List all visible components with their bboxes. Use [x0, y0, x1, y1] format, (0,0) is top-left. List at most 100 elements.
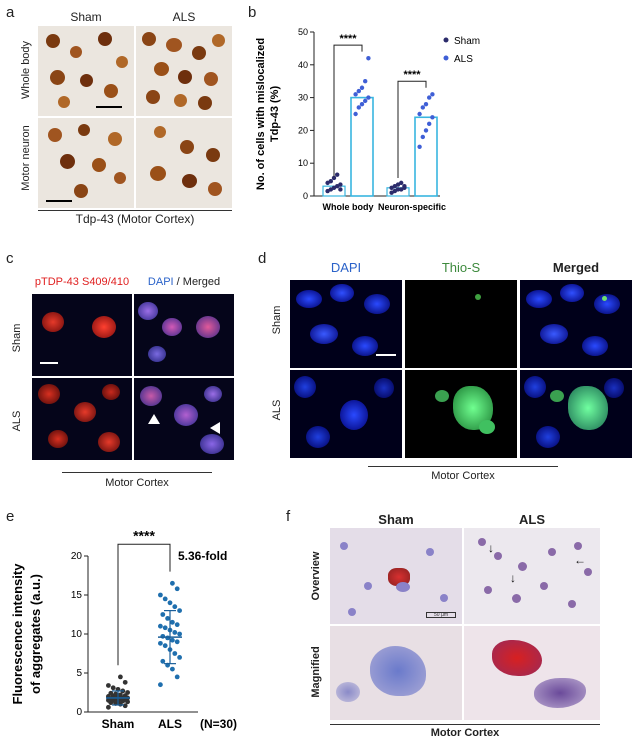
chart-e-point-sham: [118, 674, 123, 680]
chart-b-point-als: [430, 115, 435, 120]
chart-b-point-als: [427, 95, 432, 100]
panel-a-caption: Tdp-43 (Motor Cortex): [75, 212, 195, 226]
panel-d-col-merged: Merged: [552, 260, 600, 275]
chart-b-point-als: [353, 92, 358, 97]
chart-b-point-als: [420, 134, 425, 140]
chart-e-n-label: (N=30): [200, 717, 237, 731]
chart-b-point-sham: [402, 183, 407, 189]
chart-b-point-als: [356, 88, 361, 94]
chart-b-sig-bracket: [397, 80, 427, 178]
chart-b-point-als: [366, 56, 371, 61]
arrow-icon: ↓: [510, 571, 516, 585]
chart-b-point-als: [363, 98, 368, 104]
chart-e-point-als: [170, 619, 175, 625]
chart-b-ytick-label: 40: [298, 60, 308, 70]
chart-b-point-als: [353, 111, 358, 117]
chart-b-point-sham: [338, 182, 343, 187]
chart-b-xtick-label: Neuron-specific: [378, 202, 446, 212]
chart-b-point-sham: [335, 172, 340, 177]
panel-f-col-als: ALS: [519, 512, 545, 527]
chart-b-ytick-label: 50: [298, 27, 308, 37]
panel-c-col-ptdp: pTDP-43 S409/410: [34, 276, 130, 288]
panel-c-image-sham-merged: [134, 294, 234, 376]
arrow-icon: ←: [574, 553, 586, 567]
chart-b-point-als: [423, 101, 429, 107]
chart-e-sig-label: ****: [133, 527, 155, 543]
chart-b-ytick-label: 10: [298, 158, 308, 168]
panel-a-image-sham-whole: [38, 26, 134, 116]
chart-b-point-als: [417, 111, 422, 117]
panel-c-image-als-merged: [134, 378, 234, 460]
panel-d-col-thio: Thio-S: [441, 260, 481, 275]
panel-d-image-als-thio: [405, 370, 517, 458]
panel-c-row-sham: Sham: [11, 323, 23, 353]
chart-e-point-als: [162, 643, 168, 649]
chart-b-point-sham: [331, 175, 337, 181]
panel-a-col-sham: Sham: [70, 10, 102, 24]
chart-b-point-als: [356, 105, 361, 110]
panel-f-caption: Motor Cortex: [430, 727, 500, 739]
chart-e-point-als: [177, 608, 183, 613]
panel-c-caption-line: [62, 472, 212, 473]
chart-b-ylabel-line1: No. of cells with mislocalized: [255, 38, 267, 190]
chart-b-ytick-label: 20: [298, 125, 308, 135]
chart-e-point-als: [174, 622, 180, 628]
chart-b-ytick-label: 30: [298, 93, 308, 103]
chart-e-point-sham: [110, 685, 116, 691]
chart-e-ytick-label: 15: [71, 590, 83, 601]
panel-c-col-dapi: DAPI: [147, 276, 174, 288]
panel-c-image-sham-ptdp: [32, 294, 132, 376]
panel-d-image-sham-dapi: [290, 280, 402, 368]
chart-e-point-als: [174, 639, 180, 645]
chart-e-point-als: [167, 600, 173, 606]
chart-b-point-als: [423, 128, 429, 133]
arrowhead-icon: [148, 414, 160, 424]
chart-e-ytick-label: 0: [76, 707, 82, 718]
chart-b-point-sham: [338, 187, 343, 192]
chart-b-bar-als: [350, 96, 374, 197]
chart-b-ylabel-line2: Tdp-43 (%): [269, 86, 281, 143]
panel-a-image-als-motor: [136, 118, 232, 208]
chart-e-point-sham: [118, 692, 123, 698]
panel-c-row-als: ALS: [11, 410, 23, 432]
chart-e-point-als: [172, 604, 178, 610]
chart-b-point-als: [417, 144, 422, 149]
chart-e-point-als: [170, 580, 175, 586]
chart-b-sig-bracket: [333, 44, 363, 177]
chart-e-point-als: [165, 616, 171, 621]
chart-b-legend-marker-sham: [443, 37, 449, 43]
panel-a-row-whole: Whole body: [20, 40, 32, 100]
panel-a-col-als: ALS: [172, 10, 196, 24]
panel-f-label: f: [286, 508, 291, 525]
chart-b-point-als: [430, 92, 435, 97]
chart-e-ylabel-line2: of aggregates (a.u.): [28, 574, 43, 694]
chart-b-point-als: [363, 79, 368, 84]
chart-e-point-sham: [106, 704, 111, 710]
chart-e-xtick-label: Sham: [102, 717, 135, 731]
chart-e-point-als: [158, 623, 163, 629]
chart-e-point-sham: [106, 683, 111, 688]
panel-d-caption: Motor Cortex: [431, 470, 495, 482]
chart-e-point-als: [174, 674, 180, 680]
panel-d-image-als-merged: [520, 370, 632, 458]
chart-e-point-als: [177, 631, 183, 637]
panel-b-label: b: [248, 4, 257, 21]
chart-b-point-als: [359, 85, 365, 90]
chart-e-point-als: [177, 655, 183, 660]
panel-c-label: c: [6, 250, 14, 267]
chart-e-point-sham: [113, 691, 118, 697]
panel-c-image-als-ptdp: [32, 378, 132, 460]
panel-d-image-als-dapi: [290, 370, 402, 458]
chart-b-point-als: [366, 95, 371, 100]
chart-e-point-als: [174, 586, 180, 592]
panel-b-chart: No. of cells with mislocalized Tdp-43 (%)…: [255, 27, 480, 212]
panel-d-label: d: [258, 250, 267, 267]
chart-e-sig-bracket: [117, 543, 171, 666]
chart-b-point-sham: [395, 187, 401, 192]
chart-e-point-als: [160, 612, 166, 617]
panel-a-label: a: [6, 4, 15, 21]
chart-b-point-als: [420, 105, 425, 110]
panel-e-chart: Fluorescence intensity of aggregates (a.u…: [10, 527, 237, 731]
chart-e-point-als: [170, 637, 175, 643]
chart-b-point-sham: [328, 179, 333, 184]
